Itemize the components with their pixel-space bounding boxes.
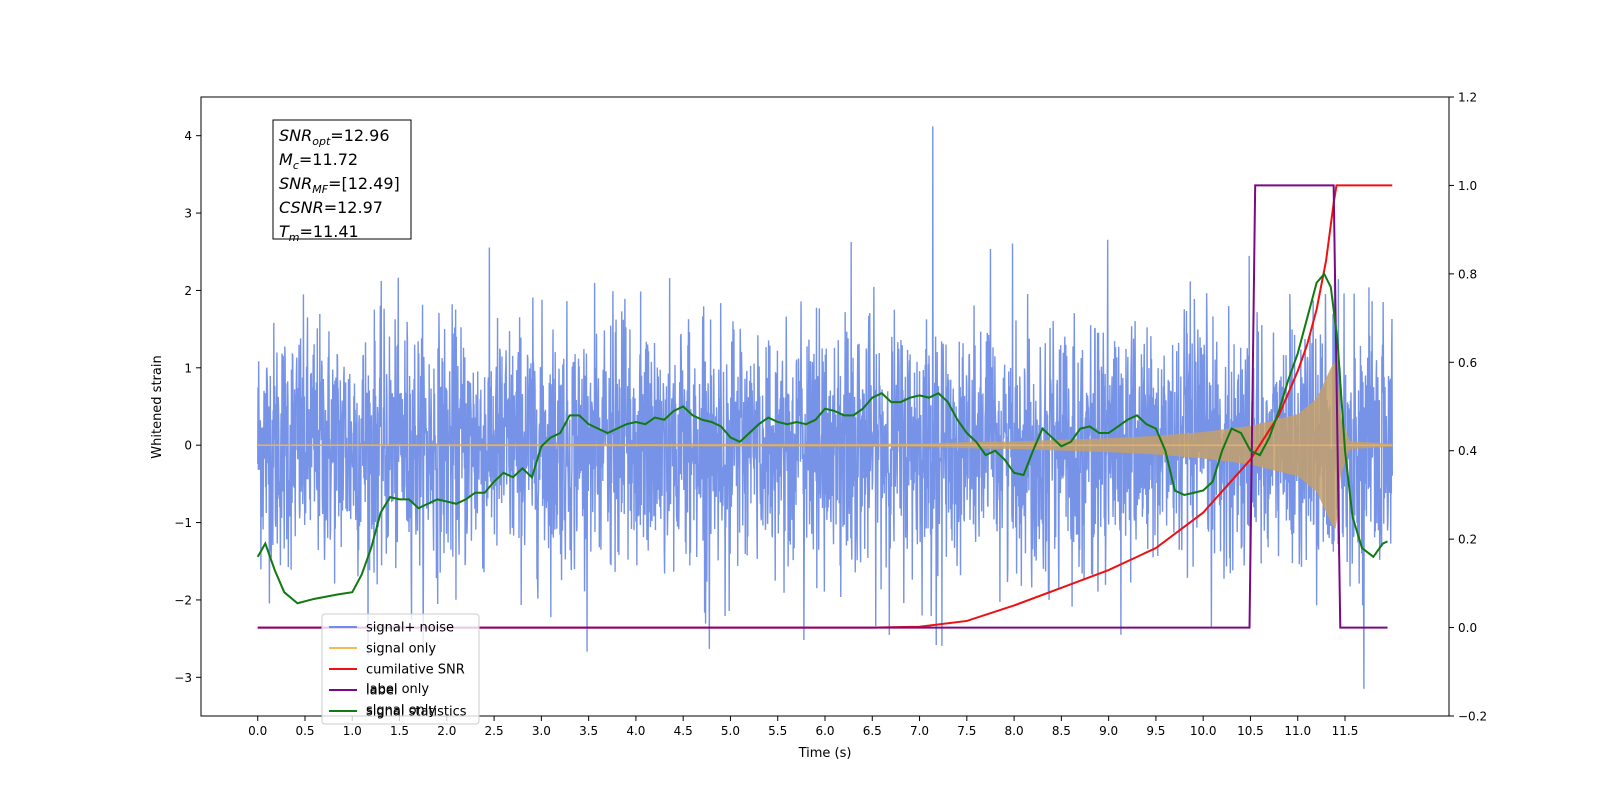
x-tick-label: 9.5: [1146, 724, 1165, 738]
info-box-line: SNRopt=12.96: [279, 126, 390, 148]
series-cumulative-snr: [257, 184, 1393, 629]
x-tick-label: 1.5: [390, 724, 409, 738]
x-tick-label: 6.5: [863, 724, 882, 738]
y-left-tick-label: −2: [174, 593, 192, 607]
y-right-tick-label: 0.2: [1458, 533, 1477, 547]
info-box-line: SNRMF=[12.49]: [279, 174, 400, 196]
x-axis-ticks: 0.0 0.5 1.0 1.5 2.0 2.5 3.0 3.5 4.0 4.5 5.0 5.5 6.0 6…: [248, 716, 1358, 738]
series-line-signal-statistics: [256, 272, 1388, 605]
legend-frame: [321, 613, 480, 725]
legend-label: cumilative SNR: [366, 663, 465, 678]
series-line-label: [257, 184, 1388, 629]
series-signal-statistics: [256, 272, 1388, 605]
x-tick-label: 8.0: [1005, 724, 1024, 738]
x-tick-label: 4.0: [626, 724, 645, 738]
y-axis-right-ticks: −0.2 0.0 0.2 0.4 0.6 0.8 1.0 1.2: [1449, 91, 1487, 724]
x-tick-label: 5.5: [768, 724, 787, 738]
y-left-tick-label: −3: [174, 671, 192, 685]
legend-label: label: [366, 684, 397, 699]
x-axis-label: Time (s): [798, 746, 852, 761]
x-tick-label: 10.0: [1190, 724, 1217, 738]
y-right-tick-label: −0.2: [1458, 710, 1487, 724]
info-box-frame: [272, 119, 412, 240]
y-left-tick-label: 4: [184, 129, 192, 143]
x-tick-label: 1.0: [343, 724, 362, 738]
x-tick-label: 11.5: [1332, 724, 1359, 738]
y-right-tick-label: 0.0: [1458, 621, 1477, 635]
series-signal-noise: [257, 126, 1393, 689]
x-tick-label: 0.0: [248, 724, 267, 738]
y-axis-left-label: Whitened strain: [150, 355, 165, 458]
legend-label: signal only: [366, 642, 436, 657]
legend-label: signal statistics: [366, 705, 467, 720]
y-left-tick-label: 1: [184, 361, 192, 375]
y-right-tick-label: 0.6: [1458, 356, 1477, 370]
y-axis-left-ticks: −3 −2 −1 0 1 2 3 4: [174, 129, 201, 685]
y-left-tick-label: 3: [184, 207, 192, 221]
x-tick-label: 2.0: [437, 724, 456, 738]
x-tick-label: 7.5: [957, 724, 976, 738]
info-box-line: CSNR=12.97: [279, 198, 383, 217]
x-tick-label: 7.0: [910, 724, 929, 738]
y-right-tick-label: 0.8: [1458, 267, 1477, 281]
x-tick-label: 9.0: [1099, 724, 1118, 738]
legend: label only signal only signal+ noise signal…: [321, 613, 480, 725]
x-tick-label: 4.5: [674, 724, 693, 738]
x-tick-label: 8.5: [1052, 724, 1071, 738]
y-right-tick-label: 1.0: [1458, 179, 1477, 193]
info-box-line: Mc=11.72: [279, 150, 358, 172]
y-left-tick-label: 0: [184, 439, 192, 453]
x-tick-label: 10.5: [1237, 724, 1264, 738]
x-tick-label: 0.5: [295, 724, 314, 738]
legend-ghost-text: signal only: [366, 703, 436, 718]
series-line-cumulative-snr: [257, 184, 1393, 629]
y-right-tick-label: 1.2: [1458, 91, 1477, 105]
x-tick-label: 11.0: [1284, 724, 1311, 738]
series-line-signal-noise: [257, 126, 1393, 689]
legend-ghost-text: label only: [366, 682, 429, 697]
x-tick-label: 6.0: [815, 724, 834, 738]
y-left-tick-label: 2: [184, 284, 192, 298]
series-signal-only: [257, 361, 1393, 530]
x-tick-label: 3.0: [532, 724, 551, 738]
y-left-tick-label: −1: [174, 516, 192, 530]
x-tick-label: 3.5: [579, 724, 598, 738]
x-tick-label: 2.5: [485, 724, 504, 738]
info-box-line: Tm=11.41: [279, 222, 359, 244]
series-label: [257, 184, 1388, 629]
y-right-tick-label: 0.4: [1458, 444, 1477, 458]
legend-label: signal+ noise: [366, 621, 454, 636]
x-tick-label: 5.0: [721, 724, 740, 738]
